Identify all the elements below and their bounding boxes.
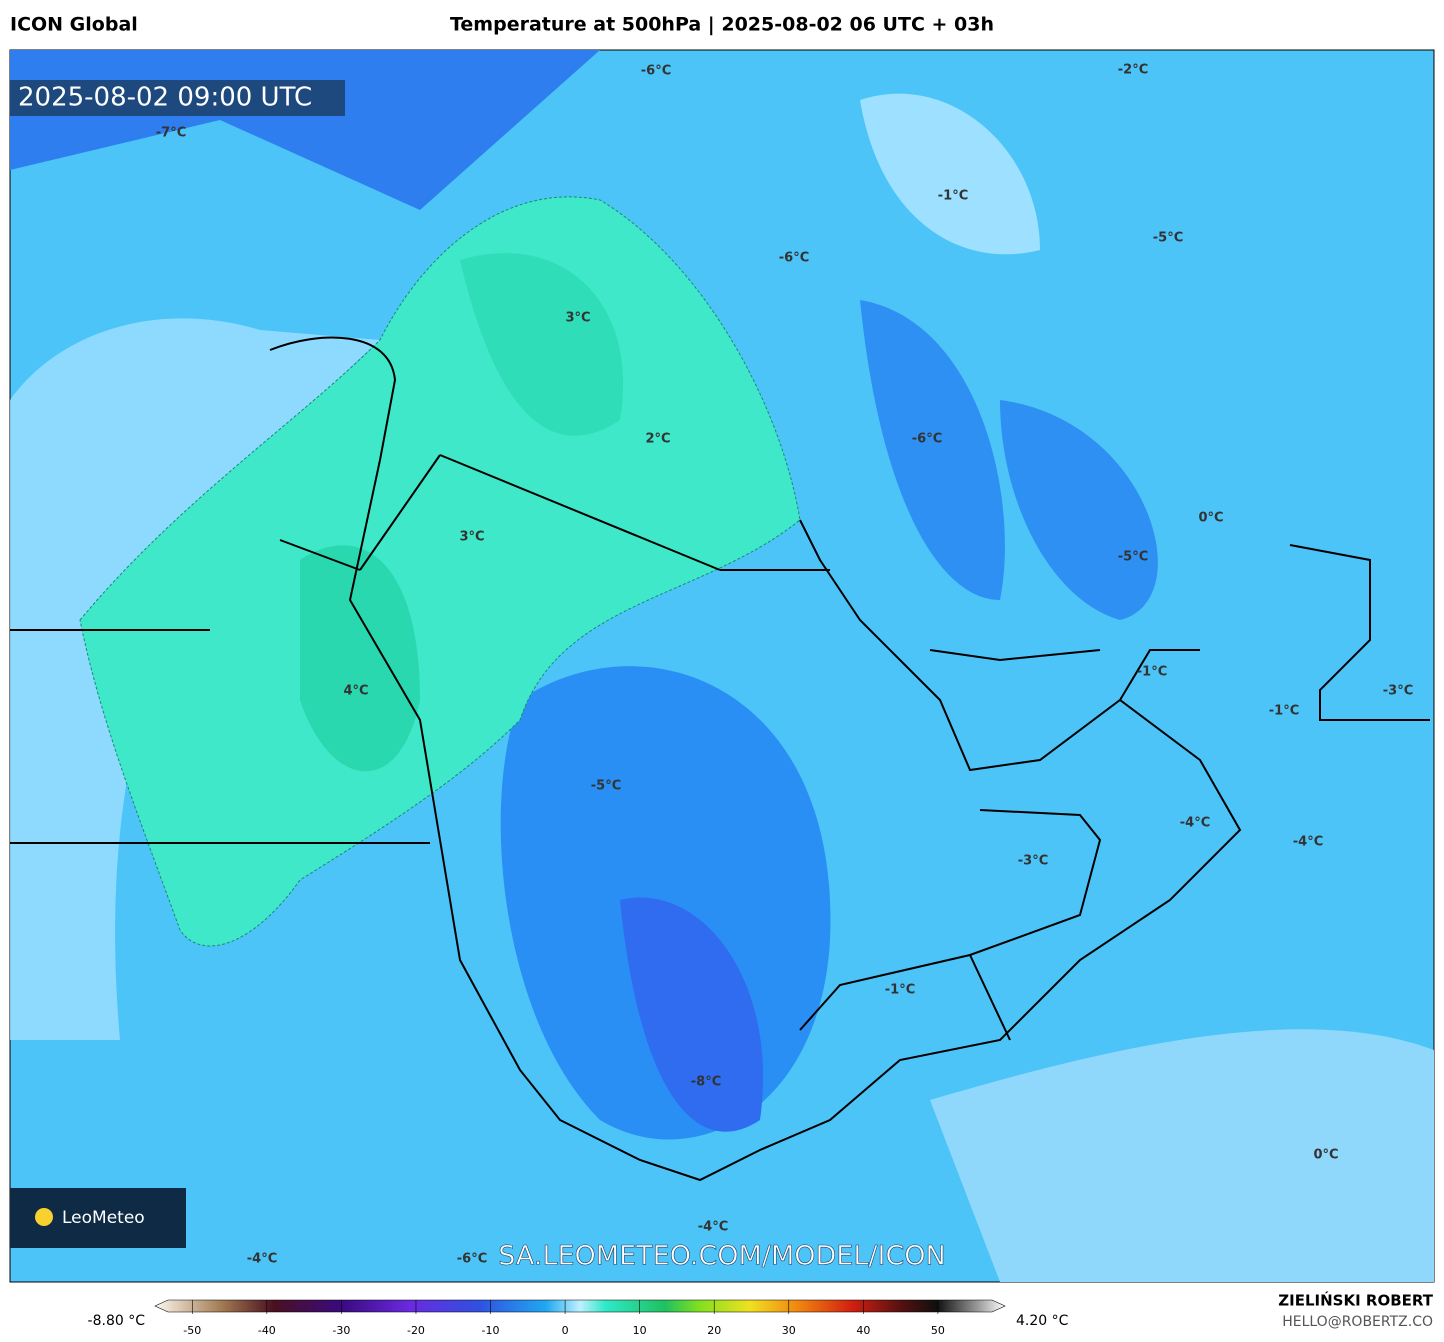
logo-sun	[35, 1208, 53, 1226]
temperature-label: -4°C	[247, 1252, 277, 1267]
colorbar	[154, 1299, 1006, 1313]
temperature-label: -3°C	[1018, 854, 1048, 869]
timestamp-box	[10, 80, 345, 116]
temperature-label: 0°C	[1313, 1148, 1338, 1163]
colorbar-tick-label: 50	[931, 1324, 945, 1337]
map-title: Temperature at 500hPa | 2025-08-02 06 UT…	[450, 14, 994, 36]
email: HELLO@ROBERTZ.CO	[1282, 1314, 1433, 1330]
temperature-labels: -6°C -2°C -7°C -1°C -5°C -6°C 3°C 2°C -6°C 0°C 3°C…	[156, 63, 1413, 1267]
temperature-label: -1°C	[1137, 665, 1167, 680]
temperature-label: -7°C	[156, 126, 186, 141]
map	[9, 49, 1435, 1283]
colorbar-tick-label: -40	[258, 1324, 276, 1337]
colorbar-tick-label: -50	[183, 1324, 201, 1337]
watermark: SA.LEOMETEO.COM/MODEL/ICON	[498, 1241, 946, 1272]
colorbar-tick-label: -20	[407, 1324, 425, 1337]
temperature-label: -4°C	[698, 1220, 728, 1235]
colorbar-tick-label: 10	[633, 1324, 647, 1337]
temperature-label: -1°C	[938, 189, 968, 204]
temperature-label: -4°C	[1293, 835, 1323, 850]
temperature-label: -6°C	[912, 432, 942, 447]
colorbar-tick-label: -10	[482, 1324, 500, 1337]
temperature-label: 0°C	[1198, 511, 1223, 526]
colorbar-tick-label: -30	[332, 1324, 350, 1337]
temperature-label: 4°C	[343, 684, 368, 699]
colorbar-min: -8.80 °C	[88, 1313, 146, 1329]
colorbar-tick-label: 40	[856, 1324, 870, 1337]
temperature-label: 3°C	[459, 530, 484, 545]
temperature-label: -8°C	[691, 1075, 721, 1090]
temperature-label: -6°C	[457, 1252, 487, 1267]
temperature-label: -1°C	[885, 983, 915, 998]
temperature-label: -5°C	[1118, 550, 1148, 565]
temperature-label: -3°C	[1383, 684, 1413, 699]
colorbar-tick-label: 30	[782, 1324, 796, 1337]
colorbar-ticks: -50 -40 -30 -20 -10 0 10 20 30 40 50	[183, 1300, 945, 1337]
model-name: ICON Global	[10, 14, 138, 36]
temperature-label: -4°C	[1180, 816, 1210, 831]
timestamp: 2025-08-02 09:00 UTC	[18, 83, 312, 113]
temperature-label: -5°C	[591, 779, 621, 794]
temperature-label: -2°C	[1118, 63, 1148, 78]
colorbar-tick-label: 20	[707, 1324, 721, 1337]
temperature-label: -5°C	[1153, 231, 1183, 246]
temperature-label: 2°C	[645, 432, 670, 447]
temperature-label: 3°C	[565, 311, 590, 326]
temperature-label: -6°C	[779, 251, 809, 266]
temperature-label: -1°C	[1269, 704, 1299, 719]
temperature-label: -6°C	[641, 64, 671, 79]
colorbar-max: 4.20 °C	[1016, 1313, 1069, 1329]
colorbar-tick-label: 0	[562, 1324, 569, 1337]
author: ZIELIŃSKI ROBERT	[1278, 1291, 1433, 1310]
logo: LeoMeteo	[62, 1208, 145, 1228]
